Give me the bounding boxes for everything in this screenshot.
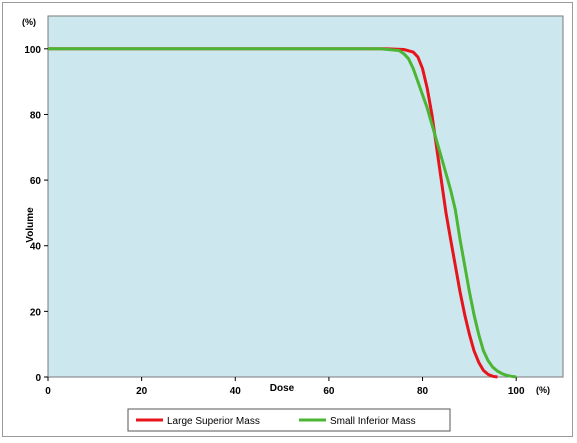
legend-label-large-superior-mass: Large Superior Mass bbox=[167, 416, 260, 427]
y-tick-label: 20 bbox=[30, 307, 42, 318]
legend: Large Superior Mass Small Inferior Mass bbox=[127, 408, 451, 432]
y-tick-label: 40 bbox=[30, 242, 42, 253]
chart: 0 20 40 60 80 100 0 20 40 60 80 100 (%) (%) Dose Vo… bbox=[22, 15, 564, 432]
x-tick-label: 0 bbox=[45, 386, 51, 397]
y-tick-label: 0 bbox=[35, 373, 41, 384]
legend-box bbox=[127, 408, 451, 432]
y-axis-title: Volume bbox=[25, 207, 36, 243]
x-axis-title: Dose bbox=[270, 383, 295, 394]
x-axis-unit: (%) bbox=[536, 385, 550, 395]
plot-area bbox=[47, 15, 564, 378]
x-tick-label: 100 bbox=[508, 386, 525, 397]
y-axis-unit: (%) bbox=[22, 17, 36, 27]
x-tick-label: 20 bbox=[136, 386, 148, 397]
y-tick-label: 60 bbox=[30, 176, 42, 187]
x-tick-label: 80 bbox=[417, 386, 429, 397]
chart-frame: 0 20 40 60 80 100 0 20 40 60 80 100 (%) (%) Dose Vo… bbox=[2, 2, 573, 437]
series-layer bbox=[48, 47, 517, 379]
series-line-small-inferior-mass bbox=[48, 47, 517, 379]
x-tick-label: 60 bbox=[323, 386, 335, 397]
axes: 0 20 40 60 80 100 0 20 40 60 80 100 bbox=[24, 45, 525, 397]
series-line-large-superior-mass bbox=[48, 47, 498, 379]
y-tick-label: 80 bbox=[30, 110, 42, 121]
x-tick-label: 40 bbox=[230, 386, 242, 397]
y-tick-label: 100 bbox=[24, 45, 41, 56]
legend-label-small-inferior-mass: Small Inferior Mass bbox=[330, 416, 416, 427]
